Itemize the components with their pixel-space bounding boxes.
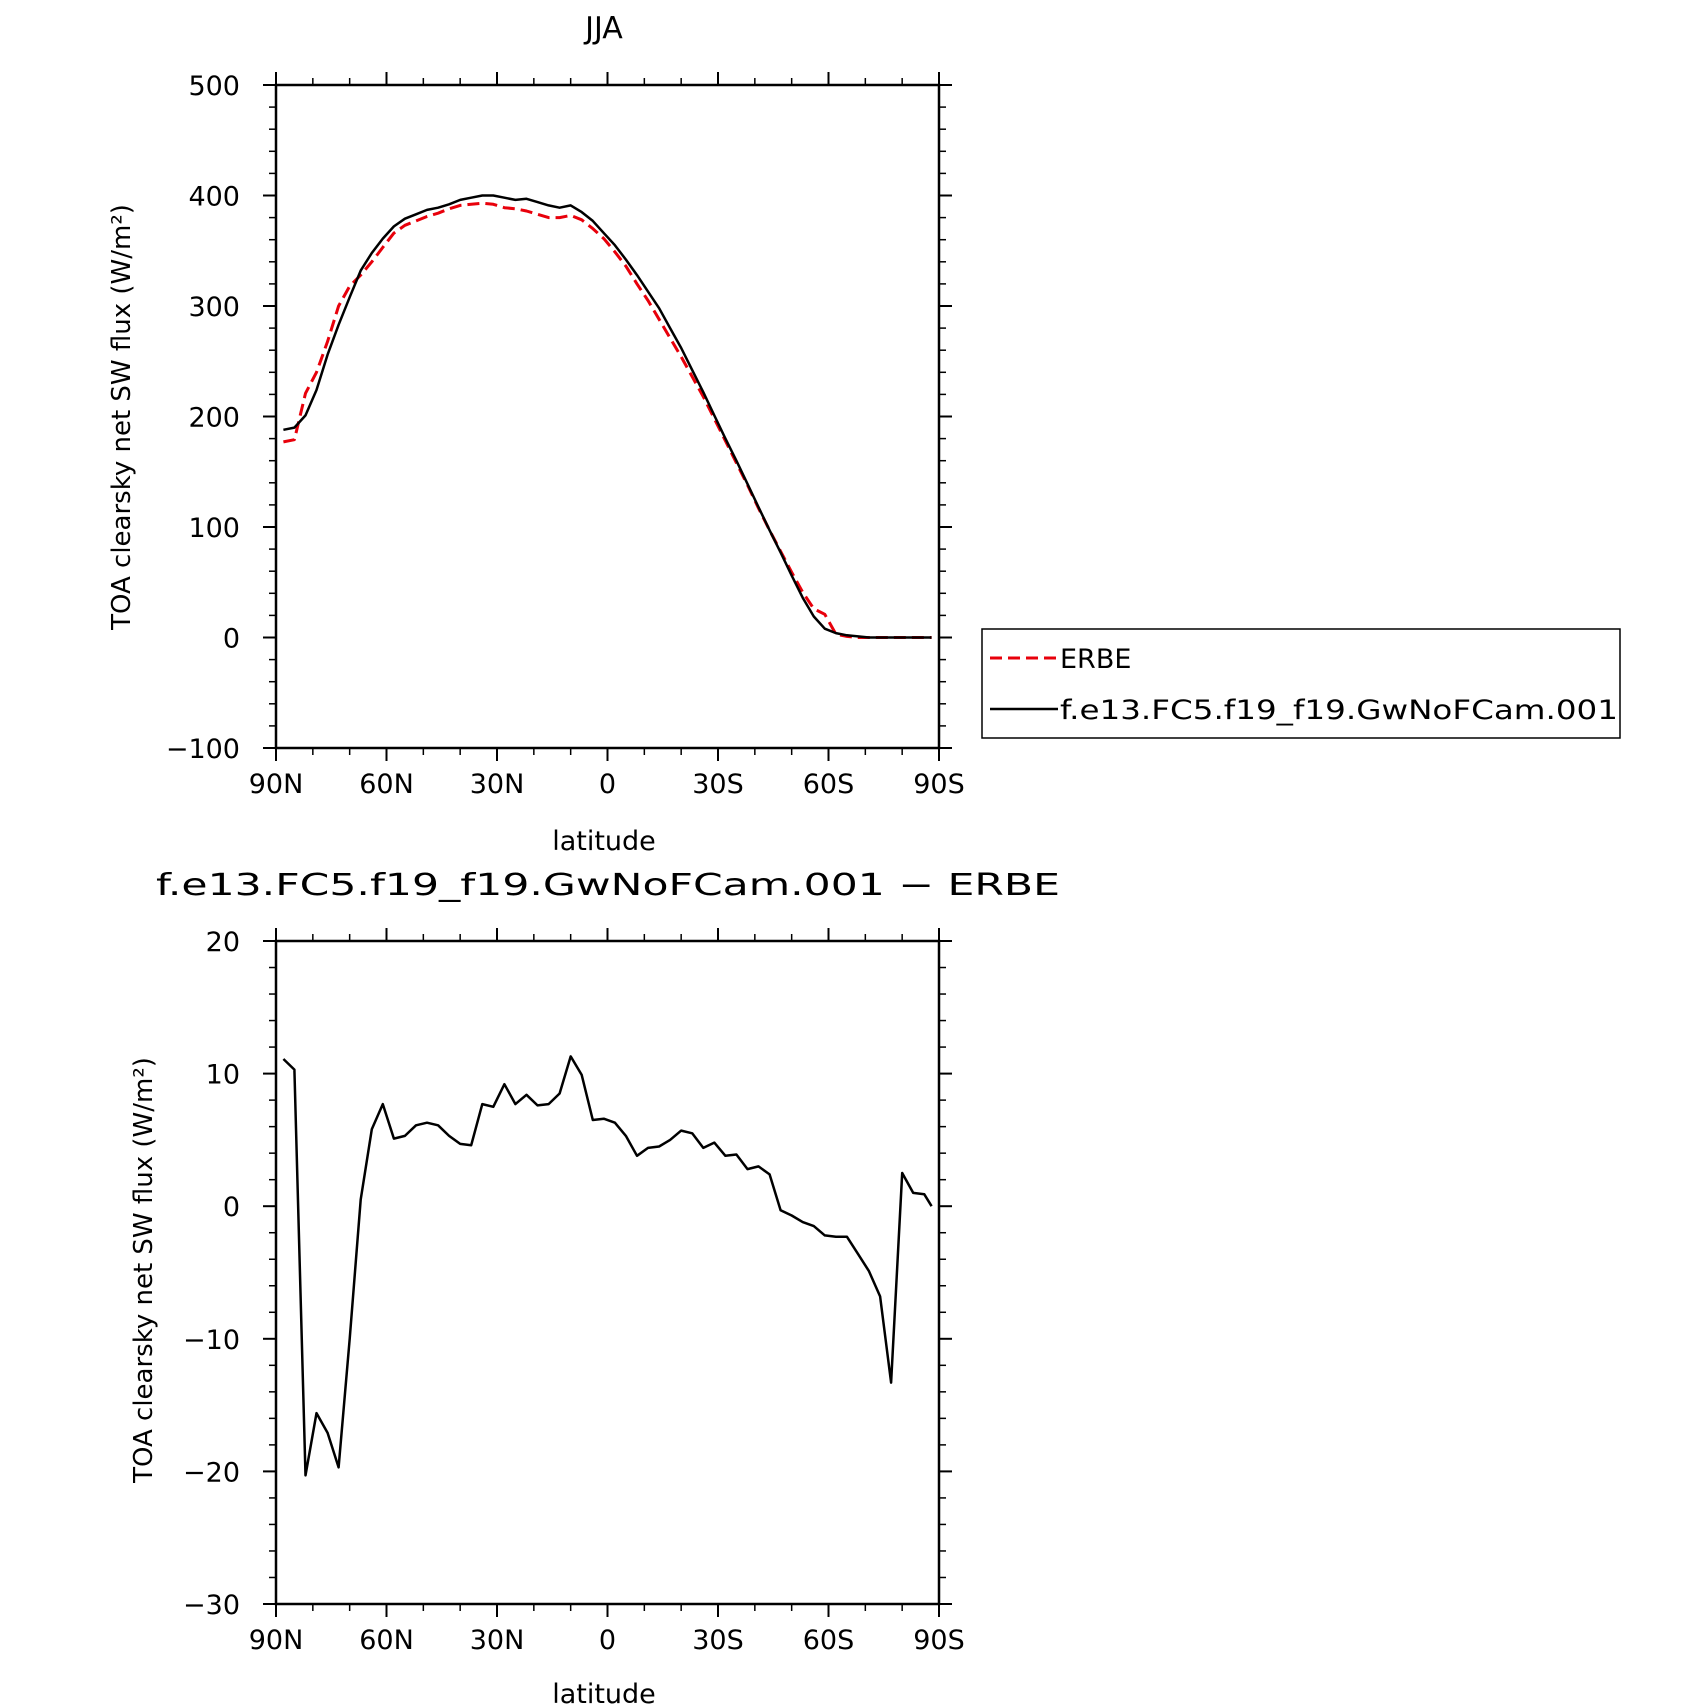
top-panel-x-tick-label: 60N (359, 769, 414, 800)
bottom-panel-x-tick-label: 30N (470, 1625, 525, 1656)
top-panel-series-line-1 (283, 201, 932, 639)
legend-label-erbe: ERBE (1060, 644, 1131, 675)
bottom-panel-x-tick-label: 90S (913, 1625, 965, 1656)
bottom-panel-x-tick-label: 0 (599, 1625, 616, 1656)
top-panel-title: JJA (583, 11, 623, 46)
legend: ERBE f.e13.FC5.f19_f19.GwNoFCam.001 (981, 628, 1621, 739)
top-panel: JJA latitude TOA clearsky net SW flux (W… (107, 11, 965, 857)
top-panel-y-tick-label: 300 (188, 292, 240, 323)
top-panel-series-line-2 (283, 194, 932, 639)
bottom-panel-y-axis-label: TOA clearsky net SW flux (W/m²) (129, 1057, 159, 1484)
top-panel-x-tick-label: 0 (599, 769, 616, 800)
top-panel-y-tick-label: 500 (188, 71, 240, 102)
top-panel-y-tick-label: 0 (223, 624, 240, 655)
top-panel-y-tick-label: −100 (166, 734, 240, 765)
bottom-panel: f.e13.FC5.f19_f19.GwNoFCam.001 − ERBE la… (129, 868, 1060, 1708)
bottom-panel-y-tick-label: 0 (223, 1192, 240, 1223)
top-panel-y-tick-label: 100 (188, 513, 240, 544)
bottom-panel-y-tick-label: −30 (183, 1590, 240, 1621)
bottom-panel-y-tick-label: 20 (206, 927, 240, 958)
top-panel-x-tick-label: 90S (913, 769, 965, 800)
top-panel-x-tick-label: 30N (470, 769, 525, 800)
bottom-panel-x-axis-label: latitude (552, 1679, 656, 1708)
top-panel-x-axis-label: latitude (552, 826, 656, 857)
bottom-panel-y-tick-label: 10 (206, 1060, 240, 1091)
top-panel-y-tick-label: 400 (188, 182, 240, 213)
top-panel-x-tick-label: 90N (249, 769, 304, 800)
bottom-panel-y-tick-label: −10 (183, 1325, 240, 1356)
legend-label-model: f.e13.FC5.f19_f19.GwNoFCam.001 (1060, 695, 1618, 726)
bottom-panel-x-tick-label: 60N (359, 1625, 414, 1656)
bottom-panel-x-tick-label: 90N (249, 1625, 304, 1656)
bottom-panel-x-tick-label: 30S (692, 1625, 744, 1656)
top-panel-y-tick-label: 200 (188, 403, 240, 434)
bottom-panel-series-line-1 (282, 1055, 933, 1477)
top-panel-plot-frame (274, 83, 941, 750)
bottom-panel-plot-frame (274, 939, 941, 1606)
top-panel-x-tick-label: 60S (803, 769, 855, 800)
top-panel-x-tick-label: 30S (692, 769, 744, 800)
bottom-panel-title: f.e13.FC5.f19_f19.GwNoFCam.001 − ERBE (156, 868, 1060, 903)
legend-box (981, 628, 1621, 739)
top-panel-y-axis-label: TOA clearsky net SW flux (W/m²) (107, 204, 137, 631)
bottom-panel-x-tick-label: 60S (803, 1625, 855, 1656)
bottom-panel-y-tick-label: −20 (183, 1457, 240, 1488)
